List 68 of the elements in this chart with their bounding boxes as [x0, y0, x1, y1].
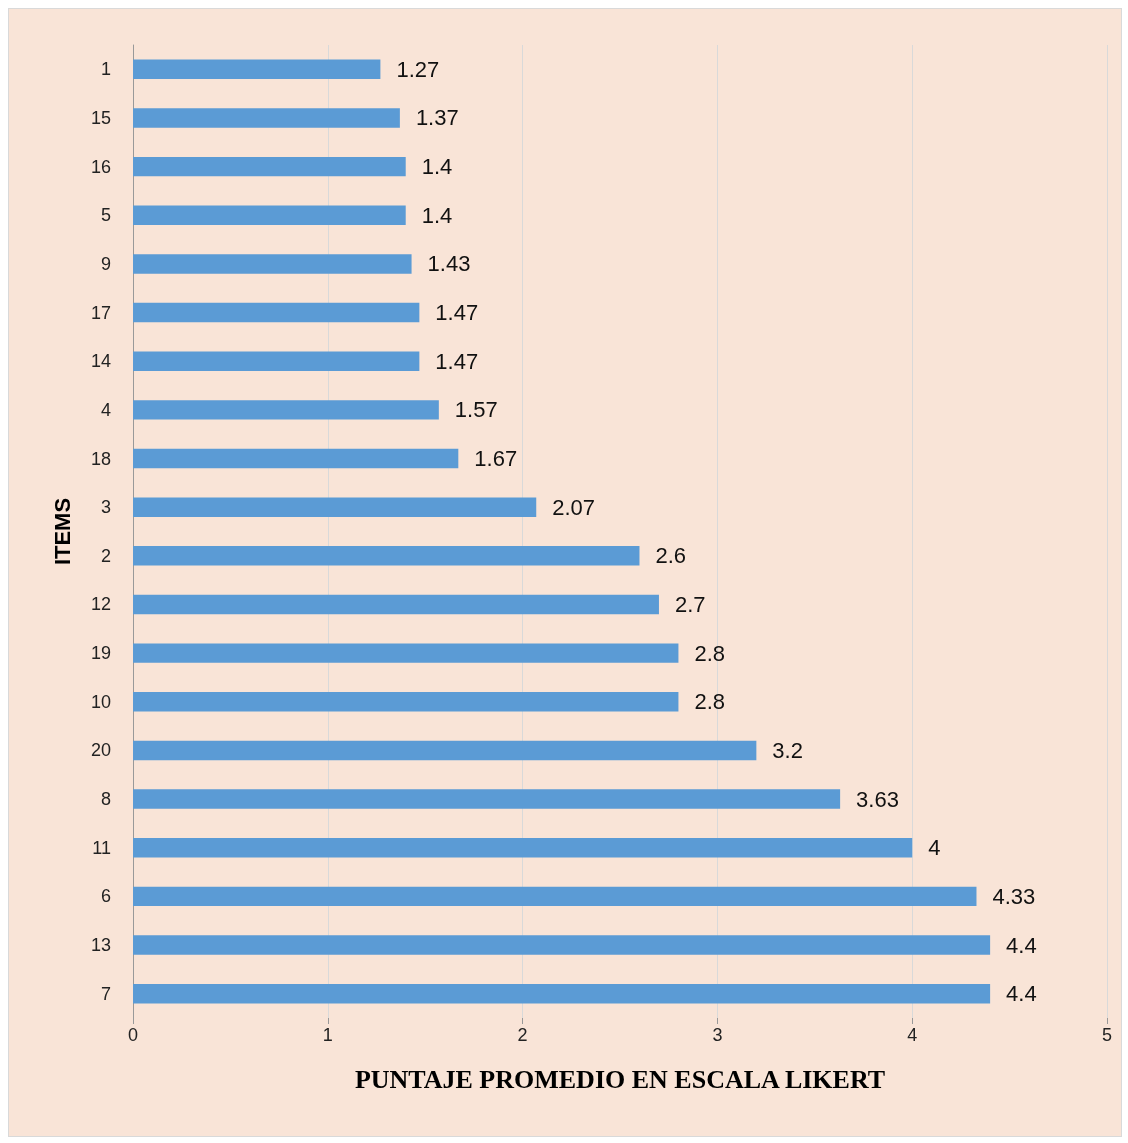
- y-tick-label: 8: [100, 789, 111, 810]
- data-label: 1.67: [474, 446, 518, 472]
- bar: [133, 108, 400, 128]
- x-axis-title: PUNTAJE PROMEDIO EN ESCALA LIKERT: [354, 1064, 886, 1094]
- bar: [133, 692, 679, 712]
- y-tick-label: 20: [90, 740, 111, 761]
- y-tick-label: 16: [90, 156, 111, 177]
- data-label: 2.07: [552, 494, 596, 520]
- data-label: 2.6: [655, 543, 687, 569]
- y-tick-label: 5: [100, 205, 111, 226]
- y-tick-label: 6: [100, 886, 111, 907]
- bar: [133, 983, 991, 1004]
- y-tick-label: 17: [90, 302, 111, 323]
- x-tick-label: 2: [517, 1025, 528, 1045]
- bar: [133, 254, 412, 274]
- y-tick-label: 19: [90, 643, 111, 664]
- bar: [133, 156, 406, 177]
- bar: [133, 448, 459, 469]
- x-tick-label: 1: [322, 1025, 333, 1045]
- bar: [133, 838, 913, 858]
- x-tick-label: 3: [712, 1025, 723, 1045]
- bar: [133, 351, 420, 371]
- y-tick-label: 10: [90, 691, 111, 712]
- data-label: 1.37: [415, 105, 459, 131]
- data-label: 1.4: [421, 154, 453, 180]
- bar: [133, 302, 420, 323]
- data-label: 2.8: [694, 689, 726, 715]
- data-label: 1.57: [454, 397, 498, 423]
- data-label: 1.43: [427, 251, 471, 277]
- data-label: 4.4: [1006, 981, 1037, 1007]
- data-label: 1.47: [435, 300, 479, 326]
- data-label: 3.63: [856, 786, 899, 812]
- bar: [133, 789, 841, 809]
- y-tick-label: 9: [100, 253, 111, 274]
- data-label: 3.2: [772, 737, 803, 763]
- y-tick-label: 11: [92, 837, 111, 858]
- data-label: 4.4: [1006, 932, 1037, 958]
- bar: [133, 740, 757, 761]
- y-tick-label: 14: [90, 351, 111, 372]
- bar: [133, 59, 381, 80]
- bar: [133, 205, 406, 226]
- bar: [133, 594, 659, 615]
- data-label: 1.47: [435, 348, 479, 374]
- data-label: 4: [928, 835, 941, 861]
- bar: [133, 400, 439, 420]
- x-tick-label: 0: [127, 1025, 139, 1045]
- bar: [133, 546, 640, 566]
- y-tick-label: 4: [100, 399, 111, 420]
- data-label: 4.33: [992, 883, 1036, 909]
- x-tick-label: 5: [1101, 1025, 1113, 1045]
- data-label: 2.7: [674, 591, 706, 617]
- bar: [133, 497, 537, 517]
- y-tick-label: 2: [100, 545, 111, 566]
- y-tick-label: 7: [100, 983, 111, 1004]
- y-tick-label: 13: [90, 935, 111, 956]
- y-axis-title: ITEMS: [49, 497, 75, 566]
- y-tick-label: 18: [90, 448, 111, 469]
- y-tick-label: 12: [90, 594, 111, 615]
- y-tick-label: 15: [90, 107, 111, 128]
- y-tick-label: 1: [100, 59, 111, 80]
- data-label: 2.8: [694, 640, 726, 666]
- bar: [133, 643, 679, 663]
- bar: [133, 886, 977, 907]
- data-label: 1.4: [421, 202, 453, 228]
- bar: [133, 935, 991, 955]
- y-tick-label: 3: [100, 497, 111, 518]
- data-label: 1.27: [396, 56, 440, 82]
- x-tick-label: 4: [907, 1025, 918, 1045]
